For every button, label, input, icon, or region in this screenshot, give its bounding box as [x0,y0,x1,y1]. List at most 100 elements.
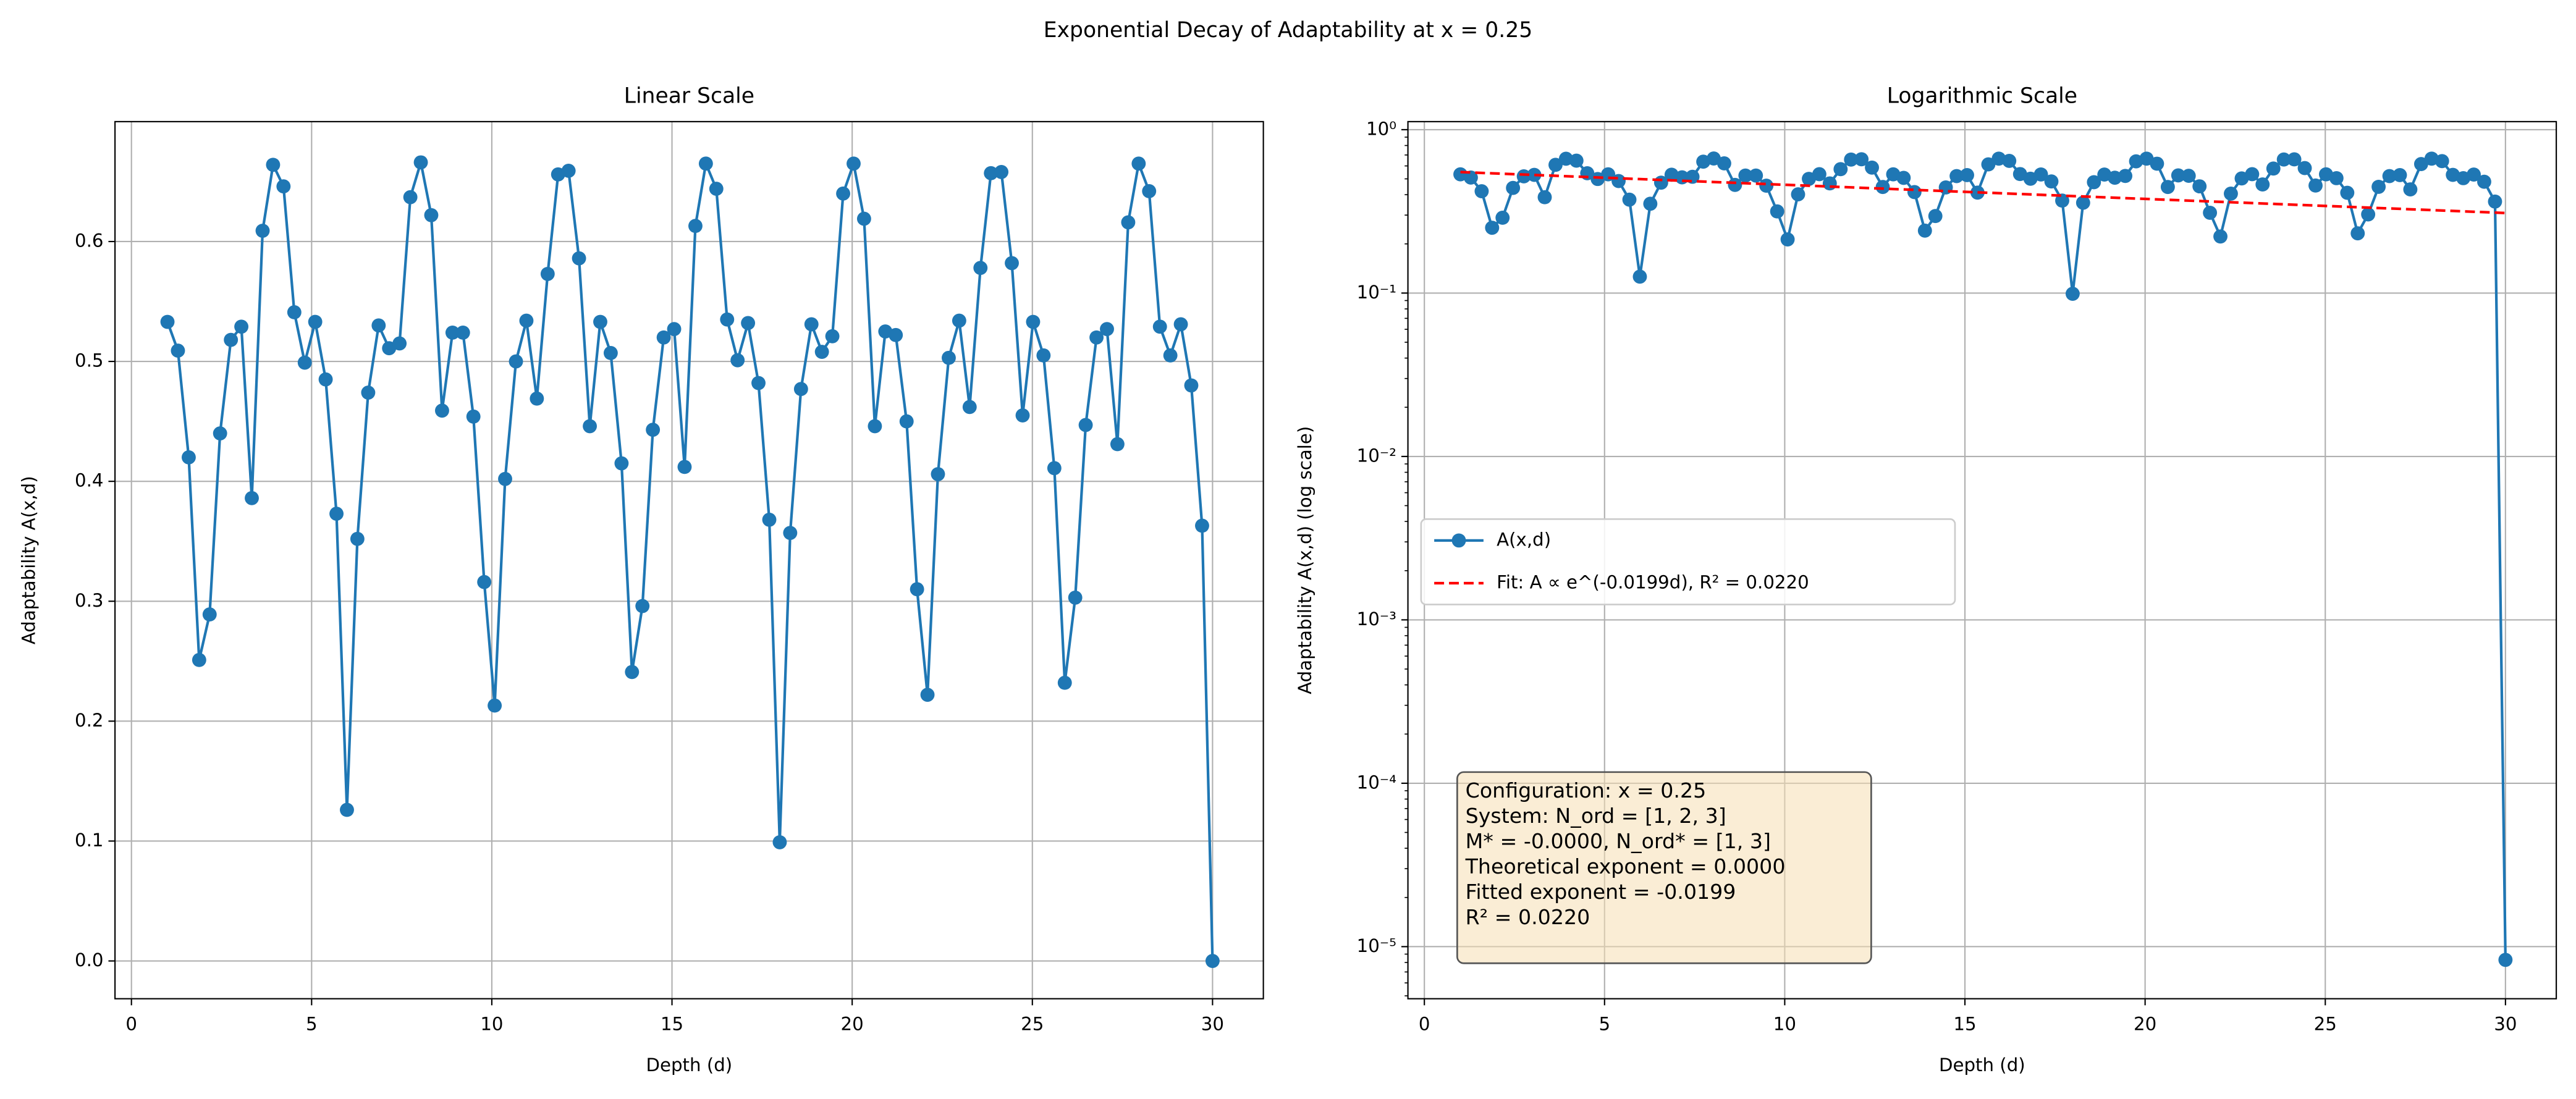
y-tick-label: 0.2 [75,710,104,731]
data-point [1184,378,1199,393]
data-point [920,688,935,702]
data-point [1960,168,1974,182]
y-tick-label: 0.4 [75,470,104,491]
data-point [962,400,977,415]
data-point [2055,193,2069,208]
data-point [1717,156,1731,171]
data-point [1791,187,1805,202]
data-point [762,512,777,527]
x-tick-label: 25 [2314,1014,2337,1035]
data-point [1516,169,1531,183]
data-point [1495,211,1510,225]
data-point [171,343,185,358]
data-point [192,652,206,667]
data-point [942,350,956,365]
chart-title: Logarithmic Scale [1887,84,2077,109]
data-point [614,456,629,471]
annotation-box [1456,771,1872,964]
data-point [1474,184,1489,198]
y-tick-label: 0.6 [75,230,104,251]
data-point [2297,161,2312,175]
y-tick-label: 0.5 [75,350,104,371]
data-point [856,211,871,226]
data-point [1759,179,1774,193]
data-point [1928,209,1943,224]
data-point [455,326,470,340]
data-point [498,471,512,486]
data-point [1949,169,1964,183]
data-point [2150,156,2164,171]
data-point [318,372,333,387]
x-tick-label: 30 [2494,1014,2517,1035]
data-point [519,313,534,328]
data-point [709,182,724,196]
x-tick-label: 30 [1201,1014,1224,1035]
data-point [1036,348,1051,363]
data-point [2076,195,2090,210]
data-point [1173,317,1188,332]
x-tick-label: 10 [480,1014,503,1035]
data-point [2488,194,2502,209]
data-point [1163,348,1178,363]
data-point [1110,437,1125,452]
data-point [540,266,555,281]
data-point [424,208,439,222]
y-axis-label: Adaptability A(x,d) [18,476,39,644]
data-point [1738,168,1753,183]
data-point [1632,269,1647,284]
data-point [2255,177,2270,192]
data-point [488,698,502,713]
x-axis-label: Depth (d) [646,1055,733,1076]
data-point [2413,157,2428,171]
legend-label: Fit: A ∝ e^(-0.0199d), R² = 0.0220 [1497,572,1809,593]
data-point [2203,205,2218,220]
x-tick-label: 10 [1773,1014,1796,1035]
data-point [561,164,576,178]
data-point [1131,156,1146,171]
y-tick-label: 0.1 [75,830,104,851]
legend-box [1420,518,1956,605]
data-point [403,190,418,204]
data-point [868,419,882,434]
data-point [952,313,966,328]
data-point [1078,418,1093,432]
data-point [2276,152,2291,167]
data-point [2392,168,2407,182]
data-point [1548,158,1563,172]
data-point [1896,171,1911,185]
data-point [1822,176,1837,191]
data-point [1833,162,1848,177]
data-point [635,599,650,613]
data-point [910,582,924,597]
x-tick-label: 5 [306,1014,318,1035]
data-point [350,531,365,546]
data-point [603,346,618,360]
data-point [1643,196,1658,211]
data-point [793,382,808,397]
annotation-text: Fitted exponent = -0.0199 [1466,880,1736,904]
data-point [2382,169,2397,183]
data-point [625,665,640,680]
data-point [1622,192,1637,207]
y-tick-label: 0.3 [75,590,104,611]
data-point [2002,154,2017,168]
data-point [255,224,270,238]
y-tick-label: 10⁻⁵ [1357,935,1396,956]
data-point [2171,168,2185,183]
data-point [2213,229,2228,244]
y-tick-label: 0.0 [75,950,104,971]
data-point [445,326,460,340]
data-point [308,314,323,329]
x-tick-label: 25 [1021,1014,1044,1035]
series-line [1460,171,2506,214]
data-point [1005,256,1019,271]
data-point [2192,179,2207,194]
x-tick-label: 20 [841,1014,864,1035]
data-point [1100,322,1114,337]
figure-title: Exponential Decay of Adaptability at x =… [1044,18,1532,43]
x-tick-label: 15 [661,1014,683,1035]
data-point [2403,182,2418,197]
data-point [213,426,227,440]
axes-frame [1407,120,2557,1000]
